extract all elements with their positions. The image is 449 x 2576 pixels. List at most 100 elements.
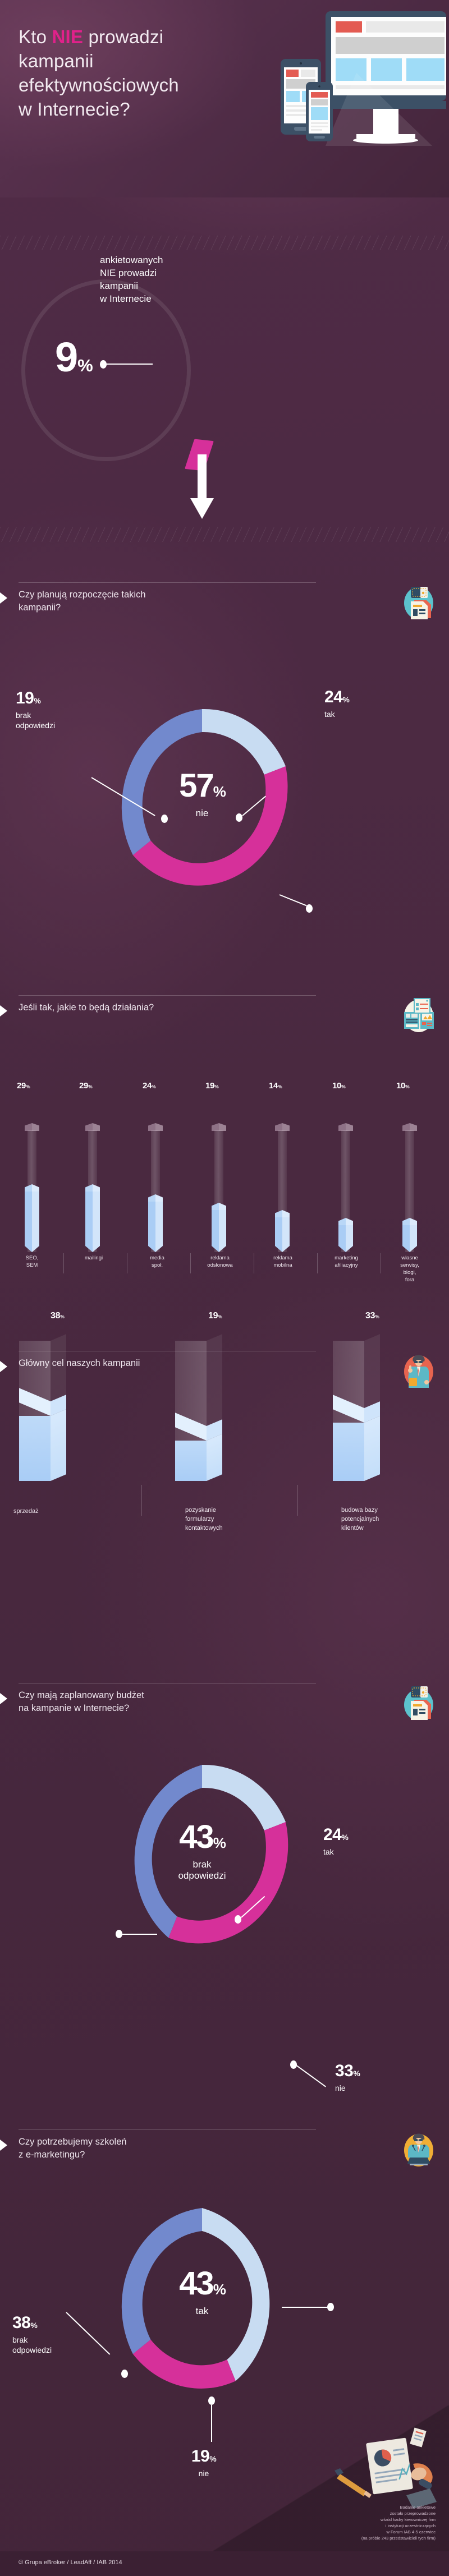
donut-1-label-brak: 19% brak odpowiedzi: [16, 690, 55, 730]
box-bar: [19, 1334, 66, 1481]
method-l3: wśród kadry kierowniczej firm: [381, 2517, 436, 2522]
thermo-bar: [212, 1123, 226, 1252]
box-bar-value: 38%: [51, 1311, 65, 1321]
title-part-2: prowadzi: [83, 26, 164, 47]
hero-text-l1: ankietowanych: [100, 255, 163, 265]
donut-2-pct-tak: 24%: [323, 1825, 349, 1844]
section-title-4: Czy mają zaplanowany budżet na kampanie w…: [19, 1690, 144, 1713]
donut-3-leader-brak: [66, 2312, 111, 2355]
donut-chart-2: 43% brak odpowiedzi: [112, 1756, 292, 1953]
document-wallet-icon: [404, 587, 433, 619]
box-bar-label: pozyskanie formularzy kontaktowych: [185, 1507, 223, 1531]
bar-value: 29%: [17, 1081, 30, 1091]
box-bar: [333, 1334, 380, 1481]
thermo-bar: [402, 1123, 417, 1252]
hero-value: 9%: [55, 334, 93, 380]
hero-text: ankietowanych NIE prowadzi kampanii w In…: [100, 254, 201, 305]
donut-2-leader-nie: [295, 2064, 326, 2087]
donut-3-center: 43% tak: [112, 2267, 292, 2317]
hero-text-l3: kampanii: [100, 280, 139, 291]
title-line-2: kampanii: [19, 50, 94, 71]
method-l5: w Forum IAB 4-5 czerwiec: [386, 2529, 436, 2534]
donut-2-label-nie: 33% nie: [335, 2063, 360, 2093]
section-rule: [19, 2129, 316, 2130]
section-arrow-icon: [0, 1005, 7, 1016]
donut-3-center-label: tak: [195, 2306, 209, 2316]
bar-chart-7: 29% 29% 24% 19% 14% 10% 10% SEO, SEM mail…: [0, 1081, 449, 1306]
bar-value: 10%: [396, 1081, 410, 1091]
donut-2-dot-tak: [235, 1915, 241, 1924]
speaker-podium-icon: [404, 2133, 433, 2166]
devices-illustration: [281, 11, 446, 146]
donut-1-dot-brak: [161, 815, 168, 823]
hero-percent-sign: %: [77, 356, 93, 375]
donut-2-sub-tak: tak: [323, 1847, 334, 1856]
title-emphasis-nie: NIE: [52, 26, 84, 47]
donut-chart-3: 43% tak: [112, 2199, 292, 2396]
bar-value: 24%: [143, 1081, 156, 1091]
donut-3-leader-nie: [211, 2405, 212, 2442]
donut-3-leader-tak: [282, 2307, 329, 2308]
bar-value: 14%: [269, 1081, 282, 1091]
thermo-bar: [85, 1123, 100, 1252]
bar-label: reklama odsłonowa: [207, 1255, 233, 1268]
donut-1-center-value: 57%: [179, 767, 226, 804]
header: Kto NIE prowadzi kampanii efektywnościow…: [0, 0, 449, 197]
hatch-divider-2: [0, 527, 449, 542]
section-title-5: Czy potrzebujemy szkoleń z e-marketingu?: [19, 2137, 127, 2160]
method-l2: zostało przeprowadzone: [390, 2511, 436, 2516]
hero-text-l2: NIE prowadzi: [100, 268, 157, 278]
title-line-3: efektywnościowych: [19, 75, 179, 95]
donut-1-dot-tak: [236, 813, 242, 822]
section-arrow-icon: [0, 1693, 7, 1704]
bar-label: media społ.: [150, 1255, 164, 1268]
section-rule: [19, 995, 316, 996]
title-part-1: Kto: [19, 26, 52, 47]
hero-ring: [21, 279, 191, 461]
hero-text-l4: w Internecie: [100, 293, 152, 304]
thermo-bar: [148, 1123, 163, 1252]
donut-2-sub-nie: nie: [335, 2083, 346, 2092]
donut-2-label-tak: 24% tak: [323, 1825, 349, 1857]
donut-3-dot-brak: [121, 2370, 128, 2378]
donut-3-dot-tak: [327, 2303, 334, 2311]
methodology-note: Badanie ankietowe zostało przeprowadzone…: [301, 2504, 436, 2541]
donut-1-center: 57% nie: [112, 767, 292, 819]
donut-2-pct-nie: 33%: [335, 2062, 360, 2080]
box-bar-label: sprzedaż: [13, 1508, 39, 1515]
down-arrow-icon: [190, 454, 214, 519]
donut-1-dot-nie: [306, 904, 313, 913]
section-title-1: Czy planują rozpoczęcie takich kampanii?: [19, 590, 146, 613]
section-title-2: Jeśli tak, jakie to będą działania?: [19, 1002, 154, 1013]
donut-chart-1: 57% nie: [112, 700, 292, 898]
donut-1-pct-tak: 24%: [324, 688, 350, 706]
box-bar-value: 33%: [365, 1311, 379, 1321]
box-bar-value: 19%: [208, 1311, 222, 1321]
donut-3-sub-brak: brak odpowiedzi: [12, 2335, 52, 2354]
thermo-bar: [338, 1123, 353, 1252]
wallet-document-icon: [404, 1686, 433, 1720]
section-rule: [19, 582, 316, 583]
thermo-bar: [25, 1123, 39, 1252]
hero-leader-line: [106, 364, 153, 365]
donut-1-sub-brak: brak odpowiedzi: [16, 711, 56, 730]
footer-copyright: © Grupa eBroker / LeadAff / IAB 2014: [19, 2559, 122, 2566]
method-l4: i instytucji uczestniczących: [385, 2523, 436, 2528]
desk-report-icon: [335, 2427, 437, 2509]
donut-2-dot-brak: [116, 1930, 122, 1938]
box-bar-label: budowa bazy potencjalnych klientów: [341, 1507, 379, 1531]
bar-label: SEO, SEM: [25, 1255, 39, 1268]
donut-2-dot-nie: [290, 2060, 297, 2069]
box-bar: [175, 1334, 222, 1481]
thermo-bar: [275, 1123, 290, 1252]
section-arrow-icon: [0, 592, 7, 604]
donut-1-center-label: nie: [195, 808, 209, 818]
donut-3-label-brak: 38% brak odpowiedzi: [12, 2315, 52, 2355]
donut-3-label-nie: 19% nie: [178, 2448, 229, 2478]
bar-value: 10%: [332, 1081, 346, 1091]
method-l6: (na próbie 243 przedstawicieli tych firm…: [361, 2536, 436, 2541]
section-arrow-icon: [0, 2140, 7, 2151]
bar-value: 19%: [205, 1081, 219, 1091]
donut-3-sub-nie: nie: [198, 2469, 209, 2478]
